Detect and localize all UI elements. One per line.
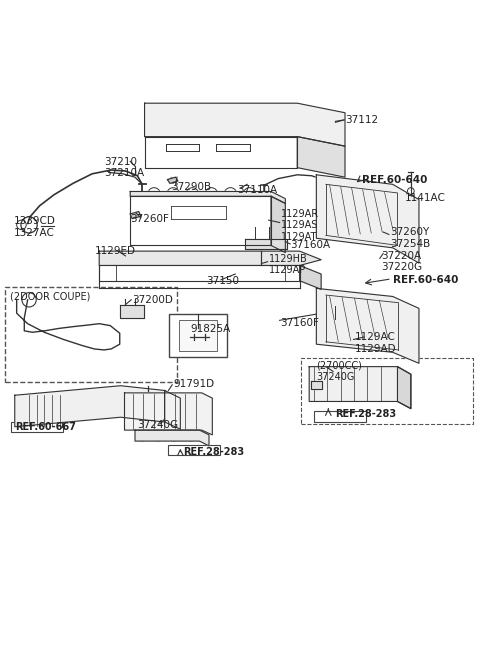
Text: REF.28-283: REF.28-283: [183, 447, 244, 457]
Polygon shape: [316, 288, 419, 364]
FancyBboxPatch shape: [11, 422, 63, 432]
Text: 37150: 37150: [206, 276, 240, 286]
Polygon shape: [300, 265, 321, 290]
Text: 1339CD
1327AC: 1339CD 1327AC: [13, 217, 55, 238]
FancyBboxPatch shape: [5, 287, 177, 383]
FancyBboxPatch shape: [301, 358, 473, 424]
Polygon shape: [130, 212, 141, 219]
Polygon shape: [99, 265, 300, 281]
FancyBboxPatch shape: [180, 320, 216, 351]
Text: 37210
37210A: 37210 37210A: [104, 157, 144, 178]
Text: 37240G: 37240G: [137, 421, 179, 430]
Text: 37260F: 37260F: [130, 214, 169, 224]
Polygon shape: [311, 381, 322, 388]
Polygon shape: [135, 430, 209, 446]
Text: REF.60-640: REF.60-640: [362, 175, 427, 185]
Polygon shape: [309, 367, 411, 409]
Polygon shape: [168, 177, 178, 183]
Polygon shape: [271, 196, 285, 253]
Text: (2DOOR COUPE): (2DOOR COUPE): [10, 291, 90, 301]
Text: 37260Y
37254B: 37260Y 37254B: [390, 227, 431, 249]
Polygon shape: [316, 175, 419, 263]
Text: 1129ED: 1129ED: [95, 246, 135, 256]
Text: 37112: 37112: [345, 115, 378, 125]
Text: REF.60-667: REF.60-667: [15, 422, 76, 432]
Text: 1129HB
1129AP: 1129HB 1129AP: [269, 253, 307, 275]
Polygon shape: [144, 137, 297, 168]
Polygon shape: [397, 367, 411, 409]
Text: 91825A: 91825A: [190, 324, 230, 334]
FancyBboxPatch shape: [169, 314, 227, 357]
FancyBboxPatch shape: [314, 411, 366, 422]
Polygon shape: [130, 196, 271, 246]
Polygon shape: [297, 137, 345, 177]
Polygon shape: [165, 390, 180, 429]
Text: REF.60-640: REF.60-640: [393, 275, 458, 285]
Polygon shape: [99, 251, 321, 265]
Polygon shape: [144, 103, 345, 146]
Polygon shape: [245, 239, 287, 249]
Polygon shape: [130, 191, 285, 204]
Text: 91791D: 91791D: [173, 379, 214, 389]
Polygon shape: [15, 386, 165, 427]
Text: 1141AC: 1141AC: [405, 193, 445, 202]
Text: 37160F: 37160F: [281, 318, 319, 328]
Text: 37160A: 37160A: [290, 240, 330, 250]
Text: 1129AR
1129AS
1129AT: 1129AR 1129AS 1129AT: [281, 209, 319, 242]
Text: REF.28-283: REF.28-283: [336, 409, 396, 419]
Polygon shape: [124, 393, 212, 435]
Text: 37200D: 37200D: [132, 295, 173, 305]
Text: 37110A: 37110A: [238, 185, 278, 195]
Polygon shape: [120, 305, 144, 318]
Text: (2700CC)
37240G: (2700CC) 37240G: [316, 361, 362, 383]
Text: 1129AC
1129AD: 1129AC 1129AD: [355, 332, 396, 354]
Text: 37220A
37220G: 37220A 37220G: [381, 251, 422, 272]
Text: 37290B: 37290B: [171, 181, 211, 192]
FancyBboxPatch shape: [168, 445, 220, 455]
